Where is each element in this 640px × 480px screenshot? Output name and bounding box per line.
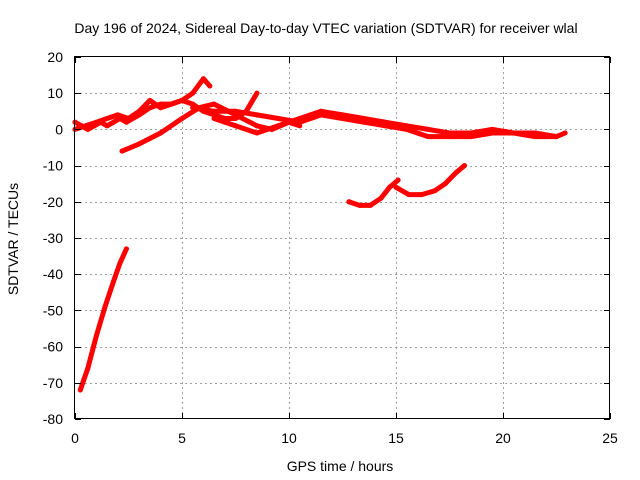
y-tick-label: -80 (43, 411, 63, 427)
data-point (378, 195, 384, 201)
data-point (275, 116, 281, 121)
data-point (254, 112, 260, 118)
y-tick-label: 10 (47, 85, 63, 101)
x-tick-label: 10 (281, 430, 297, 446)
data-point (254, 123, 260, 129)
y-tick-label: -20 (43, 194, 63, 210)
data-point (111, 278, 116, 284)
data-point (532, 130, 538, 136)
data-point (468, 130, 474, 136)
data-point (117, 260, 123, 266)
data-point (147, 105, 153, 111)
data-point (233, 123, 238, 129)
data-point (297, 123, 303, 129)
data-point (447, 130, 452, 136)
y-tick-labels: -80 -70 -60 -50 -40 -30 -20 -10 0 10 20 (43, 49, 63, 427)
data-series (72, 76, 568, 393)
data-point (462, 163, 467, 169)
data-point (190, 105, 196, 111)
data-point (395, 177, 401, 183)
data-point (489, 126, 495, 132)
data-point (190, 101, 196, 107)
data-point (77, 387, 83, 393)
data-point (432, 188, 437, 194)
data-point (179, 116, 185, 121)
grid-lines (75, 57, 610, 419)
data-point (104, 123, 110, 129)
y-tick-label: -50 (43, 302, 63, 318)
x-tick-label: 20 (495, 430, 511, 446)
data-point (404, 123, 410, 129)
data-point (126, 116, 131, 121)
data-point (211, 101, 217, 107)
y-tick-label: -10 (43, 158, 63, 174)
data-point (425, 126, 431, 132)
data-point (111, 119, 116, 125)
data-point (190, 90, 196, 96)
x-tick-label: 0 (71, 430, 79, 446)
x-tick-label: 15 (388, 430, 404, 446)
y-tick-label: -70 (43, 375, 63, 391)
data-point (83, 123, 89, 129)
data-point (340, 112, 345, 118)
data-point (119, 148, 125, 154)
data-point (387, 184, 393, 190)
data-point (93, 119, 99, 125)
data-point (115, 112, 121, 118)
data-point (419, 192, 425, 198)
data-point (442, 181, 448, 187)
data-point (147, 97, 153, 103)
data-point (123, 119, 129, 125)
data-point (136, 141, 142, 147)
y-tick-label: -30 (43, 230, 63, 246)
data-point (85, 365, 91, 371)
data-point (367, 202, 373, 208)
data-point (123, 246, 129, 252)
data-point (200, 76, 206, 82)
data-point (382, 119, 388, 125)
chart-title: Day 196 of 2024, Sidereal Day-to-day VTE… (74, 20, 577, 36)
data-point (211, 108, 217, 114)
data-point (554, 134, 559, 140)
data-point (511, 130, 517, 136)
data-point (453, 170, 459, 176)
data-point (254, 90, 260, 96)
axis-ticks (75, 57, 611, 420)
data-point (93, 333, 99, 339)
y-axis-label: SDTVAR / TECUs (5, 183, 21, 295)
data-point (275, 123, 281, 129)
data-point (168, 101, 174, 107)
data-point (393, 184, 399, 190)
x-axis-label: GPS time / hours (287, 458, 394, 474)
data-point (254, 130, 260, 136)
data-point (406, 192, 412, 198)
y-tick-label: 20 (47, 49, 63, 65)
data-point (158, 105, 164, 111)
data-point (211, 116, 217, 121)
x-tick-label: 5 (178, 430, 186, 446)
data-point (297, 116, 303, 121)
data-point (562, 130, 568, 136)
y-tick-label: -40 (43, 266, 63, 282)
data-point (158, 130, 164, 136)
data-point (425, 134, 431, 140)
x-tick-labels: 0 5 10 15 20 25 (71, 430, 618, 446)
data-point (207, 83, 213, 89)
y-tick-label: 0 (55, 121, 63, 137)
data-point (361, 116, 367, 121)
data-point (104, 116, 110, 121)
plot-frame (74, 56, 610, 419)
data-point (102, 304, 108, 310)
data-point (357, 202, 363, 208)
x-tick-label: 25 (602, 430, 618, 446)
data-point (233, 108, 238, 114)
data-point (318, 108, 324, 114)
data-point (346, 199, 352, 205)
data-point (179, 97, 185, 103)
y-tick-label: -60 (43, 339, 63, 355)
data-point (136, 108, 142, 114)
